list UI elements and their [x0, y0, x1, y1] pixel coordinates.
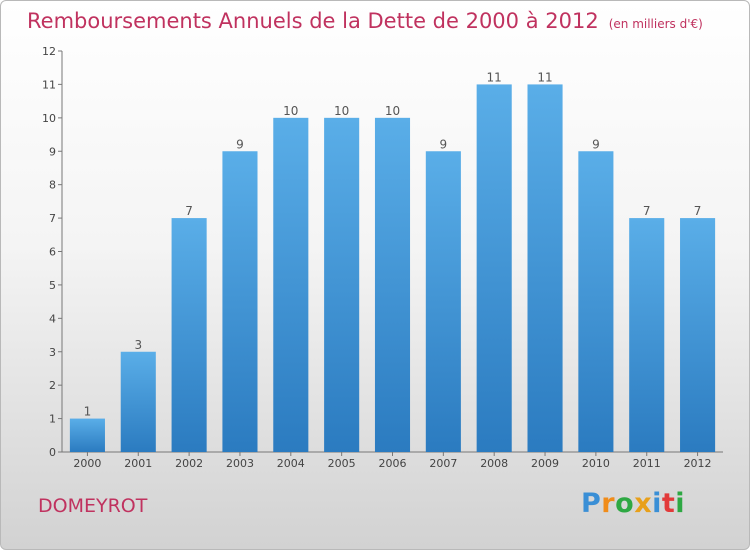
chart-unit: (en milliers d'€) [608, 17, 703, 31]
bar-value-label: 10 [385, 104, 400, 118]
x-tick-label: 2010 [582, 457, 610, 470]
logo-letter: r [601, 488, 616, 519]
bar-2002 [171, 218, 207, 452]
bar-value-label: 11 [537, 70, 552, 84]
x-tick-label: 2001 [124, 457, 152, 470]
y-tick-label: 9 [49, 145, 56, 158]
x-tick-label: 2009 [531, 457, 559, 470]
bar-2001 [120, 351, 156, 452]
bar-value-label: 10 [334, 104, 349, 118]
chart-title: Remboursements Annuels de la Dette de 20… [27, 9, 703, 33]
bar-2000 [69, 418, 105, 452]
bar-2011 [629, 218, 665, 452]
bars-group: 1 3 7 9 10 10 10 9 11 11 9 7 7 [69, 70, 716, 453]
logo-letter: i [675, 488, 686, 519]
bar-value-label: 7 [694, 204, 702, 218]
x-tick-label: 2011 [633, 457, 661, 470]
x-tick-label: 2008 [480, 457, 508, 470]
logo-letter: i [652, 488, 662, 519]
bar-2005 [324, 117, 360, 452]
y-tick-label: 0 [49, 446, 56, 459]
bar-2008 [476, 84, 512, 453]
bar-value-label: 9 [440, 137, 448, 151]
x-tick-label: 2012 [684, 457, 712, 470]
bar-2012 [680, 218, 716, 452]
bar-value-label: 11 [487, 70, 502, 84]
bar-2004 [273, 117, 309, 452]
bar-value-label: 7 [185, 204, 193, 218]
bar-2007 [425, 151, 461, 452]
town-name: DOMEYROT [38, 495, 148, 517]
logo-letter: o [615, 488, 635, 519]
x-tick-label: 2003 [226, 457, 254, 470]
bar-2003 [222, 151, 258, 452]
y-tick-label: 10 [42, 112, 56, 125]
bar-2009 [527, 84, 563, 453]
logo-letter: x [634, 488, 653, 519]
bar-2010 [578, 151, 614, 452]
y-tick-label: 4 [49, 312, 56, 325]
x-tick-label: 2005 [328, 457, 356, 470]
y-tick-label: 1 [49, 413, 56, 426]
bar-value-label: 7 [643, 204, 651, 218]
bar-value-label: 9 [236, 137, 244, 151]
y-tick-label: 2 [49, 379, 56, 392]
x-tick-label: 2002 [175, 457, 203, 470]
x-tick-label: 2007 [429, 457, 457, 470]
y-tick-label: 8 [49, 179, 56, 192]
x-tick-label: 2000 [73, 457, 101, 470]
chart-title-text: Remboursements Annuels de la Dette de 20… [27, 9, 599, 33]
bar-value-label: 9 [592, 137, 600, 151]
x-tick-label: 2006 [379, 457, 407, 470]
x-tick-label: 2004 [277, 457, 305, 470]
logo-letter: t [661, 488, 676, 519]
proxiti-logo: Proxiti [581, 488, 685, 519]
bar-value-label: 1 [84, 405, 92, 419]
x-axis: 2000 2001 2002 2003 2004 2005 2006 2007 2008 2009… [73, 452, 712, 470]
y-tick-label: 11 [42, 78, 56, 91]
logo-letter: P [581, 488, 602, 519]
y-tick-label: 7 [49, 212, 56, 225]
y-tick-label: 12 [42, 45, 56, 58]
y-tick-label: 5 [49, 279, 56, 292]
y-tick-label: 3 [49, 346, 56, 359]
bar-2006 [374, 117, 411, 452]
bar-value-label: 3 [134, 338, 142, 352]
bar-value-label: 10 [283, 104, 298, 118]
y-tick-label: 6 [49, 246, 56, 259]
